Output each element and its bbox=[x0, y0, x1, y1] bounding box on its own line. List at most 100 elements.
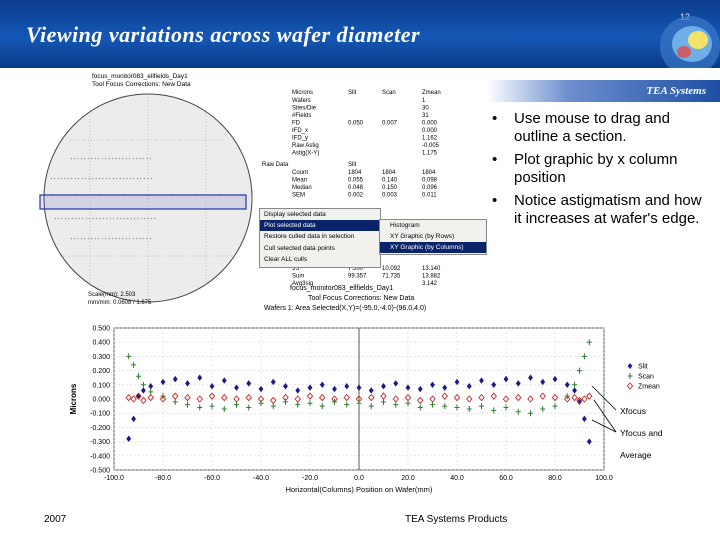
y-tick-label: 0.000 bbox=[92, 397, 110, 404]
zmean-point bbox=[417, 396, 424, 405]
stats-cell: 1 bbox=[422, 98, 426, 104]
zmean-point bbox=[294, 395, 301, 403]
slit-point bbox=[552, 375, 558, 383]
x-tick-label: -40.0 bbox=[253, 475, 269, 482]
plot-header-line3: Wafers 1: Area Selected(X,Y)=(-95.0,-4.0… bbox=[264, 305, 426, 312]
zmean-point bbox=[551, 393, 559, 402]
scan-point bbox=[221, 405, 227, 412]
legend-label: Zmean bbox=[638, 384, 660, 391]
stats-cell: 0.000 bbox=[422, 128, 438, 134]
slit-point bbox=[234, 384, 239, 391]
annotation-arrow bbox=[591, 419, 617, 433]
y-tick-label: -0.500 bbox=[90, 468, 110, 475]
lower-cell: 13.140 bbox=[422, 266, 441, 272]
bullet-list: • Use mouse to drag and outline a section… bbox=[492, 110, 712, 233]
raw-row-label: Median bbox=[292, 185, 312, 191]
bullet-item: • Plot graphic by x column position bbox=[492, 151, 678, 186]
slit-point bbox=[540, 378, 546, 386]
annotation-label: Yfocus and bbox=[620, 428, 663, 438]
plot-header: focus_monitor083_ellfields_Day1 Tool Foc… bbox=[264, 285, 426, 312]
scan-point bbox=[258, 400, 264, 407]
zmean-point bbox=[184, 393, 191, 402]
stats-row-label: Astig(X-Y) bbox=[292, 151, 319, 157]
scan-point bbox=[185, 401, 190, 408]
zmean-point bbox=[125, 393, 132, 402]
svg-text:+ + + + + + + + + + + + + + +: + + + + + + + + + + + + + + + + + + + + … bbox=[54, 216, 157, 221]
bullet-text: Plot graphic by x column position bbox=[514, 151, 678, 186]
selection-rectangle[interactable] bbox=[39, 194, 247, 210]
zmean-point bbox=[331, 395, 338, 403]
wafer-logo-icon bbox=[660, 16, 720, 68]
slit-point bbox=[572, 387, 577, 394]
slit-point bbox=[564, 381, 570, 388]
scale-readout: Scale(mm): 2.503 bbox=[88, 292, 136, 298]
zmean-point bbox=[392, 395, 399, 403]
raw-header: Slit bbox=[348, 162, 357, 168]
raw-row-label: Count bbox=[292, 170, 308, 176]
raw-cell: 0.140 bbox=[382, 178, 398, 184]
submenu-item-xy-rows[interactable]: XY Graphic (by Rows) bbox=[390, 233, 455, 240]
stats-cell: 0.007 bbox=[382, 121, 398, 127]
scan-point bbox=[319, 403, 325, 410]
zmean-point bbox=[429, 395, 436, 403]
slit-point bbox=[131, 415, 136, 423]
y-tick-label: -0.200 bbox=[90, 425, 110, 432]
footer-year: 2007 bbox=[44, 514, 67, 525]
zmean-point bbox=[221, 393, 228, 402]
stats-cell: 0.050 bbox=[348, 121, 364, 127]
scan-point bbox=[577, 367, 582, 374]
wafer-map-screenshot: focus_monitor083_ellfields_Day1 Tool Foc… bbox=[30, 70, 482, 316]
lower-row-label: 3S bbox=[292, 266, 299, 272]
slit-point bbox=[283, 383, 288, 390]
stats-table: Microns Slit Scan Zmean Wafers 1 Sites/Die… bbox=[262, 90, 441, 287]
slit-point bbox=[528, 374, 533, 381]
raw-row-label: Mean bbox=[292, 178, 307, 184]
slit-point bbox=[393, 380, 399, 387]
zmean-point bbox=[404, 393, 412, 402]
scan-point bbox=[503, 404, 509, 411]
scan-point bbox=[131, 361, 137, 368]
wafer-field-ticks: + + + + + + + + + + + + + + + + + + + + … bbox=[50, 156, 157, 241]
zmean-point bbox=[196, 395, 203, 403]
zmean-point bbox=[527, 395, 534, 403]
x-tick-label: -100.0 bbox=[104, 475, 124, 482]
menu-item-restore-culled[interactable]: Restore culled data in selection bbox=[264, 233, 355, 241]
bullet-item: • Notice astigmatism and how it increases… bbox=[492, 192, 702, 227]
slit-point bbox=[368, 387, 374, 394]
submenu-item-histogram[interactable]: Histogram bbox=[390, 222, 420, 229]
scan-point bbox=[140, 381, 146, 388]
x-tick-label: 80.0 bbox=[548, 475, 562, 482]
annotation-label: Average bbox=[620, 450, 652, 460]
menu-item-display-selected[interactable]: Display selected data bbox=[264, 211, 326, 218]
annotation-arrow bbox=[591, 385, 617, 411]
raw-cell: 1804 bbox=[382, 170, 396, 176]
slit-point bbox=[141, 387, 146, 394]
slide-title: Viewing variations across wafer diameter bbox=[26, 22, 421, 47]
wafer-title-1: focus_monitor083_ellfields_Day1 bbox=[92, 73, 188, 80]
slit-point bbox=[582, 415, 587, 423]
raw-cell: 0.055 bbox=[348, 178, 364, 184]
svg-text:Zmean: Zmean bbox=[422, 90, 441, 96]
menu-item-clear-culls[interactable]: Clear ALL culls bbox=[264, 255, 308, 263]
slit-point bbox=[258, 385, 264, 393]
raw-cell: 0.011 bbox=[422, 193, 437, 199]
scan-point bbox=[454, 404, 460, 411]
y-axis-label: Microns bbox=[69, 383, 78, 414]
x-axis-label: Horizontal(Columns) Position on Wafer(mm… bbox=[286, 485, 433, 494]
zmean-point bbox=[466, 395, 473, 403]
x-tick-label: -60.0 bbox=[204, 475, 220, 482]
raw-cell: 0.150 bbox=[382, 185, 398, 191]
slit-point bbox=[491, 381, 497, 388]
zmean-point bbox=[135, 392, 142, 400]
wafer-title-2: Tool Focus Corrections: New Data bbox=[92, 81, 191, 88]
slit-point bbox=[503, 375, 509, 383]
svg-text:+ + + + + + + + + + + + + + +: + + + + + + + + + + + + + + + + + + + + … bbox=[70, 236, 152, 241]
menu-item-plot-selected[interactable]: Plot selected data bbox=[260, 220, 380, 232]
stats-cell: -0.005 bbox=[422, 143, 440, 149]
submenu-item-xy-columns[interactable]: XY Graphic (by Columns) bbox=[380, 242, 486, 253]
svg-text:Slit: Slit bbox=[348, 90, 357, 96]
menu-item-cull-selected[interactable]: Cull selected data points bbox=[264, 244, 335, 252]
brand-name: TEA Systems bbox=[646, 85, 706, 97]
stats-row-label: Raw Astig bbox=[292, 143, 319, 149]
zmean-point bbox=[233, 395, 240, 403]
